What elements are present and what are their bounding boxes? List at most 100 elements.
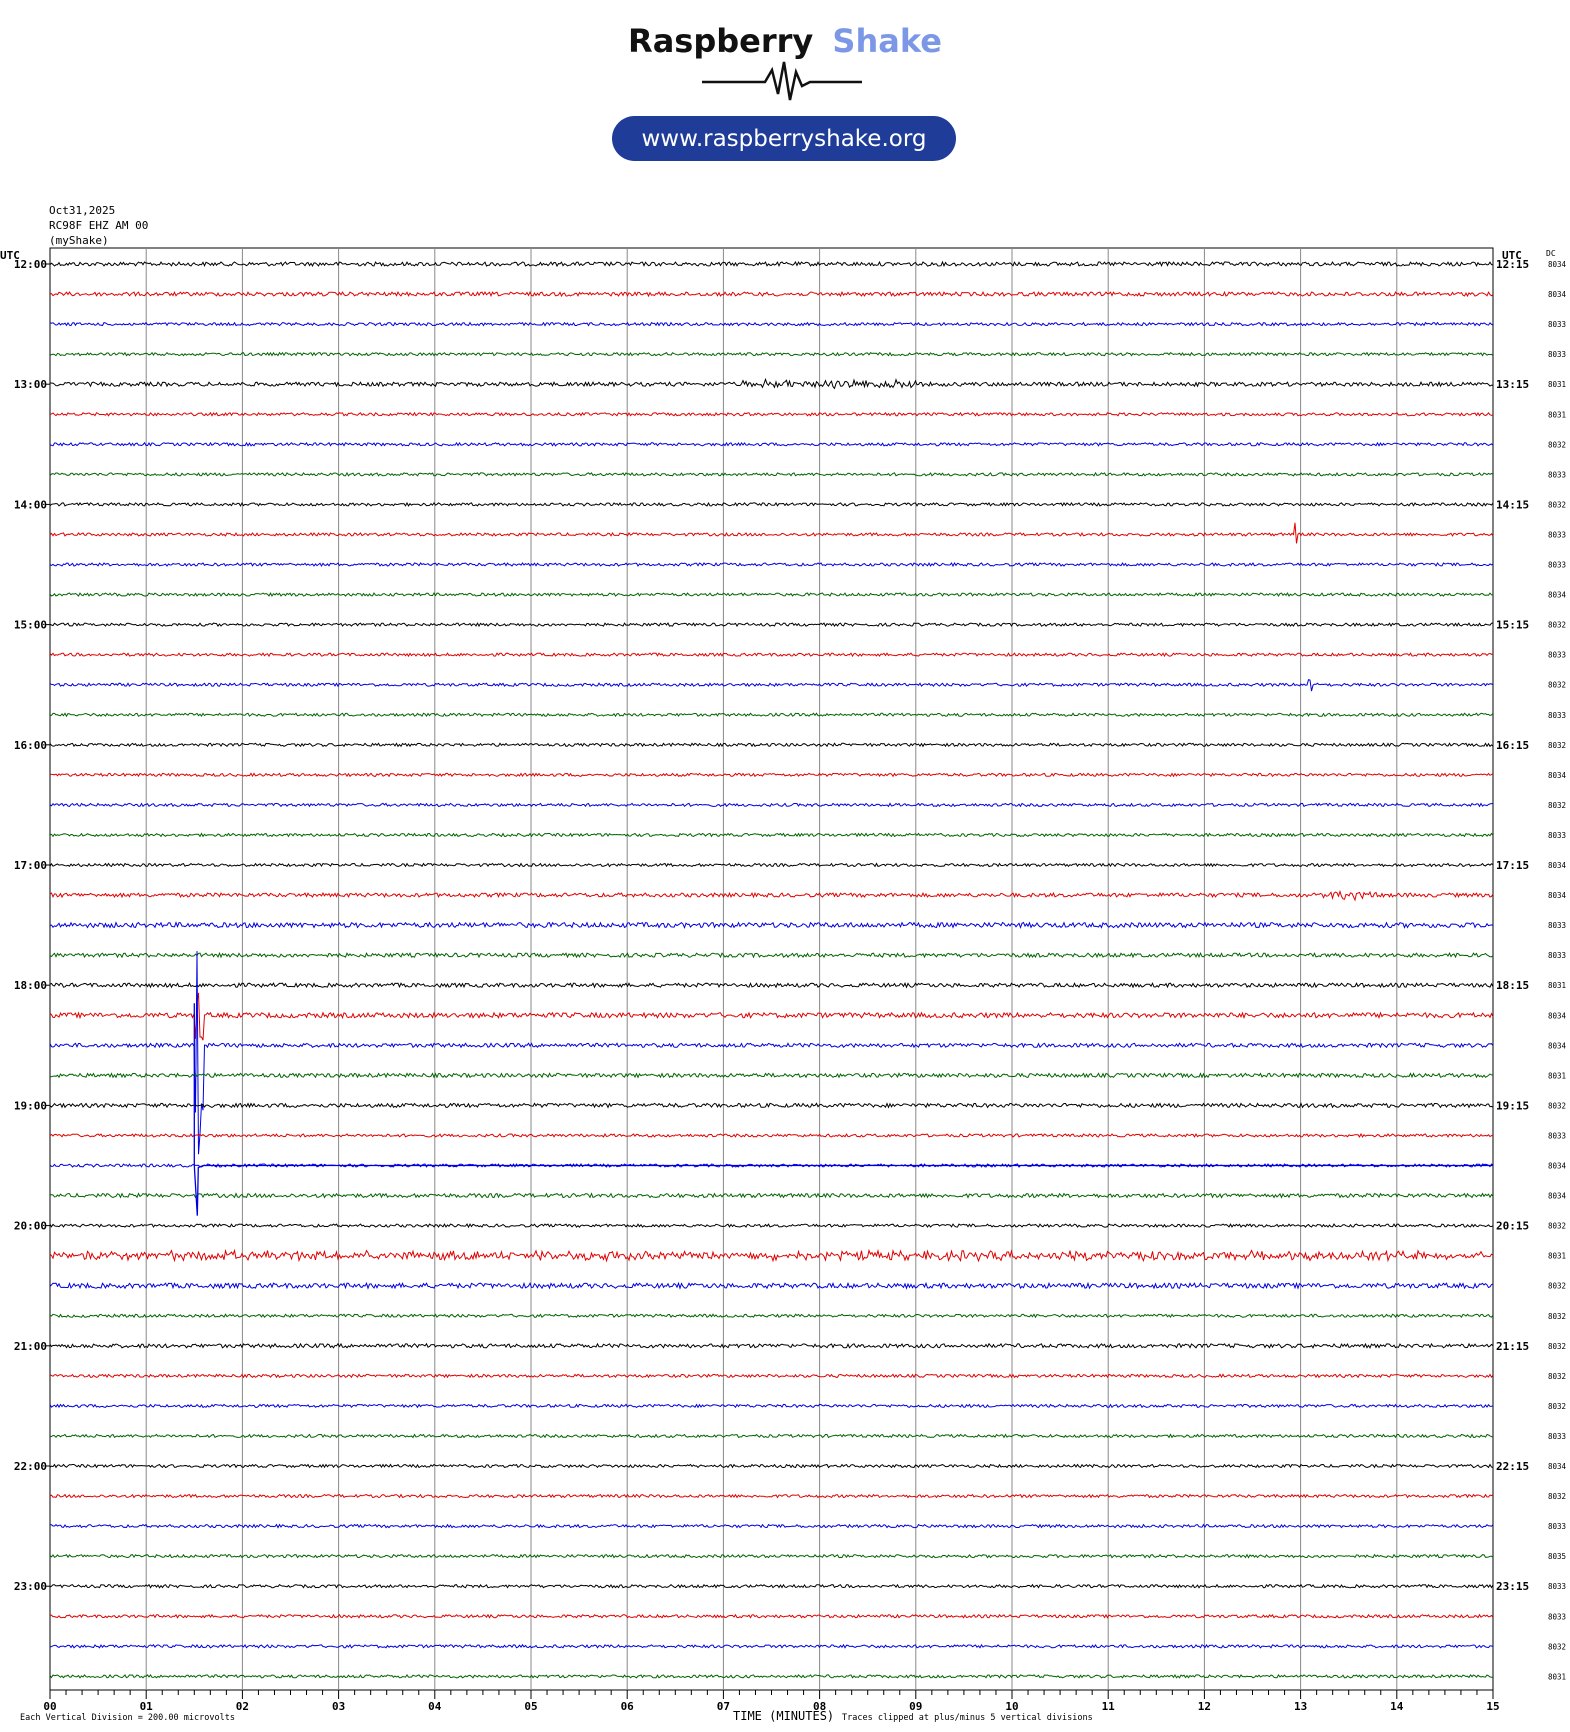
dc-value: 8032 bbox=[1548, 500, 1566, 509]
dc-value: 8032 bbox=[1548, 741, 1566, 750]
trace-row-33 bbox=[49, 1248, 1494, 1263]
x-tick-label: 13 bbox=[1294, 1700, 1307, 1713]
left-hour-label: 21:00 bbox=[14, 1340, 47, 1353]
trace-row-22 bbox=[49, 921, 1494, 929]
right-hour-label: 20:15 bbox=[1496, 1220, 1529, 1233]
svg-text:Raspberry Shake: Raspberry Shake bbox=[628, 22, 942, 60]
x-tick-label: 05 bbox=[524, 1700, 537, 1713]
trace-row-29 bbox=[49, 1132, 1494, 1138]
dc-value: 8032 bbox=[1548, 681, 1566, 690]
trace-row-5 bbox=[49, 411, 1494, 417]
trace-row-47 bbox=[49, 1673, 1494, 1679]
trace-row-41 bbox=[49, 1493, 1494, 1499]
trace-row-15 bbox=[49, 712, 1494, 718]
large-spike-event bbox=[193, 1003, 1493, 1216]
left-hour-label: 15:00 bbox=[14, 619, 47, 632]
right-axis-label: UTC bbox=[1502, 249, 1522, 262]
dc-value: 8032 bbox=[1548, 1222, 1566, 1231]
trace-row-21 bbox=[49, 889, 1494, 902]
trace-row-12 bbox=[49, 622, 1494, 628]
dc-value: 8033 bbox=[1548, 320, 1566, 329]
left-hour-label: 20:00 bbox=[14, 1220, 47, 1233]
dc-value: 8033 bbox=[1548, 951, 1566, 960]
trace-row-43 bbox=[49, 1553, 1494, 1559]
dc-value: 8034 bbox=[1548, 1041, 1567, 1050]
left-hour-label: 13:00 bbox=[14, 378, 47, 391]
x-axis-label: TIME (MINUTES) bbox=[733, 1709, 834, 1723]
trace-row-32 bbox=[49, 1223, 1494, 1229]
dc-value: 8033 bbox=[1548, 1432, 1566, 1441]
left-axis-label: UTC bbox=[0, 249, 20, 262]
dc-value: 8031 bbox=[1548, 380, 1566, 389]
right-hour-label: 21:15 bbox=[1496, 1340, 1529, 1353]
dc-value: 8032 bbox=[1548, 1372, 1566, 1381]
raspberry-shake-logo: Raspberry Shake www.raspberryshake.org bbox=[612, 22, 956, 161]
header-station: RC98F EHZ AM 00 bbox=[49, 219, 148, 232]
left-hour-label: 23:00 bbox=[14, 1580, 47, 1593]
plot-frame bbox=[49, 247, 1494, 1691]
x-tick-label: 10 bbox=[1005, 1700, 1018, 1713]
trace-row-7 bbox=[49, 471, 1494, 477]
axis-labels: 00 01 02 03 04 05 06 07 08 09 10 11 12 13 14 15 12:00 13:… bbox=[14, 258, 1567, 1713]
right-hour-label: 18:15 bbox=[1496, 979, 1529, 992]
trace-row-19 bbox=[49, 832, 1494, 838]
dc-value: 8031 bbox=[1548, 981, 1566, 990]
left-hour-label: 12:00 bbox=[14, 258, 47, 271]
dc-value: 8032 bbox=[1548, 801, 1566, 810]
dc-value: 8033 bbox=[1548, 470, 1566, 479]
trace-row-36 bbox=[49, 1342, 1494, 1349]
website-pill bbox=[612, 116, 956, 161]
dc-value: 8032 bbox=[1548, 1282, 1566, 1291]
trace-row-0 bbox=[49, 260, 1494, 268]
x-tick-label: 03 bbox=[332, 1700, 345, 1713]
dc-value: 8031 bbox=[1548, 1672, 1566, 1681]
trace-row-20 bbox=[49, 862, 1494, 868]
trace-row-2 bbox=[49, 321, 1494, 327]
website-url: www.raspberryshake.org bbox=[642, 126, 927, 152]
dc-value: 8032 bbox=[1548, 1342, 1566, 1351]
right-hour-label: 17:15 bbox=[1496, 859, 1529, 872]
trace-row-45 bbox=[49, 1613, 1494, 1619]
trace-row-6 bbox=[49, 441, 1494, 447]
trace-row-23 bbox=[49, 951, 1494, 959]
dc-value: 8034 bbox=[1548, 1162, 1567, 1171]
trace-row-34 bbox=[49, 1281, 1494, 1290]
trace-row-18 bbox=[49, 802, 1494, 808]
dc-value: 8034 bbox=[1548, 1192, 1567, 1201]
left-hour-label: 18:00 bbox=[14, 979, 47, 992]
trace-row-31 bbox=[49, 1192, 1494, 1199]
dc-value: 8032 bbox=[1548, 1101, 1566, 1110]
dc-value: 8031 bbox=[1548, 410, 1566, 419]
right-hour-label: 16:15 bbox=[1496, 739, 1529, 752]
trace-row-44 bbox=[49, 1583, 1494, 1589]
footer-left-note: Each Vertical Division = 200.00 microvol… bbox=[20, 1713, 235, 1723]
dc-value: 8033 bbox=[1548, 921, 1566, 930]
dc-value: 8033 bbox=[1548, 350, 1566, 359]
dc-value: 8034 bbox=[1548, 771, 1567, 780]
trace-row-37 bbox=[49, 1373, 1494, 1379]
x-tick-label: 08 bbox=[813, 1700, 826, 1713]
dc-value: 8034 bbox=[1548, 1011, 1567, 1020]
dc-value: 8034 bbox=[1548, 861, 1567, 870]
trace-row-3 bbox=[49, 351, 1494, 357]
trace-row-28 bbox=[49, 1102, 1494, 1109]
dc-value: 8032 bbox=[1548, 621, 1566, 630]
trace-row-24 bbox=[49, 981, 1494, 989]
seismogram-squiggle-icon bbox=[702, 61, 862, 101]
trace-row-35 bbox=[49, 1313, 1494, 1319]
trace-row-8 bbox=[49, 501, 1494, 507]
dc-value: 8033 bbox=[1548, 651, 1566, 660]
dc-value: 8032 bbox=[1548, 1492, 1566, 1501]
x-tick-label: 04 bbox=[428, 1700, 442, 1713]
trace-row-17 bbox=[49, 772, 1494, 778]
dc-value: 8033 bbox=[1548, 1522, 1566, 1531]
x-tick-label: 07 bbox=[717, 1700, 730, 1713]
dc-value: 8031 bbox=[1548, 1071, 1566, 1080]
x-tick-label: 12 bbox=[1198, 1700, 1211, 1713]
dc-value: 8034 bbox=[1548, 290, 1567, 299]
trace-row-46 bbox=[49, 1643, 1494, 1649]
dc-value: 8033 bbox=[1548, 1131, 1566, 1140]
dc-value: 8033 bbox=[1548, 711, 1566, 720]
trace-row-40 bbox=[49, 1463, 1494, 1469]
dc-value: 8033 bbox=[1548, 530, 1566, 539]
